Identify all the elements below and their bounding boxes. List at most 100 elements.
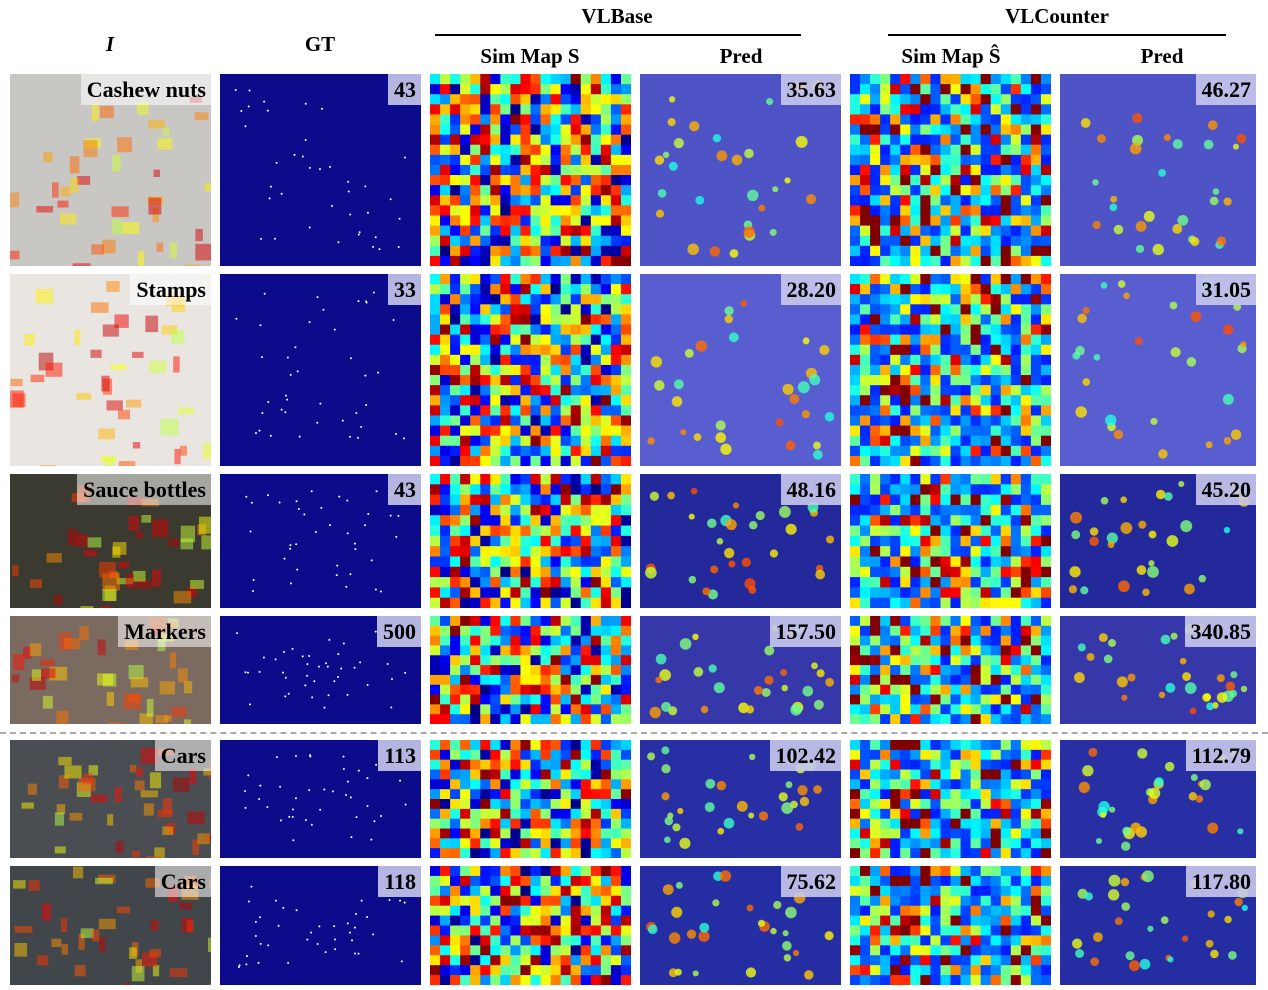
gt-dot xyxy=(395,536,397,538)
heatmap-cell xyxy=(930,284,941,295)
heatmap-cell xyxy=(991,104,1002,115)
heatmap-cell xyxy=(981,456,992,466)
density-blob xyxy=(1071,530,1080,539)
heatmap-cell xyxy=(591,325,602,336)
photo-object xyxy=(32,669,41,681)
heatmap-cell xyxy=(571,345,582,356)
heatmap-cell xyxy=(910,446,921,457)
heatmap-cell xyxy=(1021,916,1032,926)
heatmap-cell xyxy=(601,185,612,196)
density-blob xyxy=(1098,801,1109,812)
heatmap-cell xyxy=(961,335,972,346)
heatmap-cell xyxy=(601,246,612,257)
gt-dot xyxy=(364,185,366,187)
panel xyxy=(430,740,631,858)
heatmap-cell xyxy=(930,256,941,266)
heatmap-cell xyxy=(1001,799,1012,809)
gt-dot xyxy=(282,672,284,674)
gt-dot xyxy=(281,409,283,411)
heatmap-cell xyxy=(430,577,441,588)
heatmap-cell xyxy=(951,945,962,955)
heatmap-cell xyxy=(1001,685,1012,695)
heatmap-cell xyxy=(1011,886,1022,896)
density-blob xyxy=(1089,536,1099,546)
heatmap-cell xyxy=(440,294,451,305)
density-blob xyxy=(680,429,686,435)
gt-dot xyxy=(343,768,345,770)
heatmap-cell xyxy=(951,536,962,547)
heatmap-cell xyxy=(910,645,921,655)
gt-dot xyxy=(354,667,356,669)
photo-object xyxy=(160,681,175,694)
photo-object xyxy=(101,376,109,392)
heatmap-cell xyxy=(440,114,451,125)
heatmap-cell xyxy=(1021,829,1032,839)
heatmap-cell xyxy=(961,838,972,848)
heatmap-cell xyxy=(541,848,552,858)
heatmap-cell xyxy=(1011,587,1022,598)
heatmap-cell xyxy=(551,876,562,886)
density-blob xyxy=(1202,693,1211,702)
photo-object xyxy=(124,694,141,710)
heatmap-cell xyxy=(961,246,972,257)
heatmap-cell xyxy=(460,104,471,115)
heatmap-cell xyxy=(621,760,631,770)
density-blob xyxy=(1180,658,1187,665)
heatmap-cell xyxy=(541,484,552,495)
density-blob xyxy=(819,345,829,355)
heatmap-cell xyxy=(920,546,931,557)
heatmap-cell xyxy=(430,215,441,226)
heatmap-cell xyxy=(890,866,901,876)
heatmap-cell xyxy=(601,505,612,516)
heatmap-cell xyxy=(1011,355,1022,366)
density-blob xyxy=(1161,916,1169,924)
heatmap-cell xyxy=(621,155,631,166)
heatmap-cell xyxy=(1001,789,1012,799)
heatmap-cell xyxy=(850,446,861,457)
heatmap-cell xyxy=(850,809,861,819)
heatmap-cell xyxy=(910,926,921,936)
heatmap-cell xyxy=(581,965,592,975)
heatmap-cell xyxy=(890,750,901,760)
heatmap-cell xyxy=(520,246,531,257)
heatmap-cell xyxy=(850,256,861,266)
heatmap-cell xyxy=(551,587,562,598)
heatmap-cell xyxy=(940,965,951,975)
heatmap-cell xyxy=(520,236,531,247)
gt-dot xyxy=(296,569,298,571)
heatmap-cell xyxy=(1041,770,1051,780)
heatmap-cell xyxy=(571,598,582,608)
heatmap-cell xyxy=(951,740,962,750)
heatmap-cell xyxy=(1011,965,1022,975)
heatmap-cell xyxy=(981,896,992,906)
heatmap-cell xyxy=(571,94,582,105)
photo-object xyxy=(129,665,144,679)
heatmap-cell xyxy=(581,185,592,196)
heatmap-cell xyxy=(440,655,451,665)
heatmap-cell xyxy=(551,685,562,695)
gt-dot xyxy=(282,907,284,909)
heatmap-cell xyxy=(981,616,992,626)
gt-dot xyxy=(322,309,324,311)
heatmap-cell xyxy=(490,314,501,325)
heatmap-cell xyxy=(951,714,962,724)
heatmap-cell xyxy=(930,819,941,829)
density-blob xyxy=(1090,957,1099,966)
heatmap-cell xyxy=(910,185,921,196)
count-label: 112.79 xyxy=(1186,740,1256,771)
heatmap-cell xyxy=(621,436,631,447)
heatmap-cell xyxy=(520,365,531,376)
panel: 340.85 xyxy=(1060,616,1256,724)
heatmap-cell xyxy=(991,165,1002,176)
heatmap-cell xyxy=(1031,926,1042,936)
heatmap-cell xyxy=(981,770,992,780)
heatmap-cell xyxy=(490,195,501,206)
heatmap-cell xyxy=(900,335,911,346)
heatmap-cell xyxy=(470,577,481,588)
heatmap-cell xyxy=(571,385,582,396)
heatmap-cell xyxy=(890,809,901,819)
density-blob xyxy=(784,177,790,183)
heatmap-cell xyxy=(1021,325,1032,336)
heatmap-cell xyxy=(571,906,582,916)
heatmap-cell xyxy=(480,325,491,336)
